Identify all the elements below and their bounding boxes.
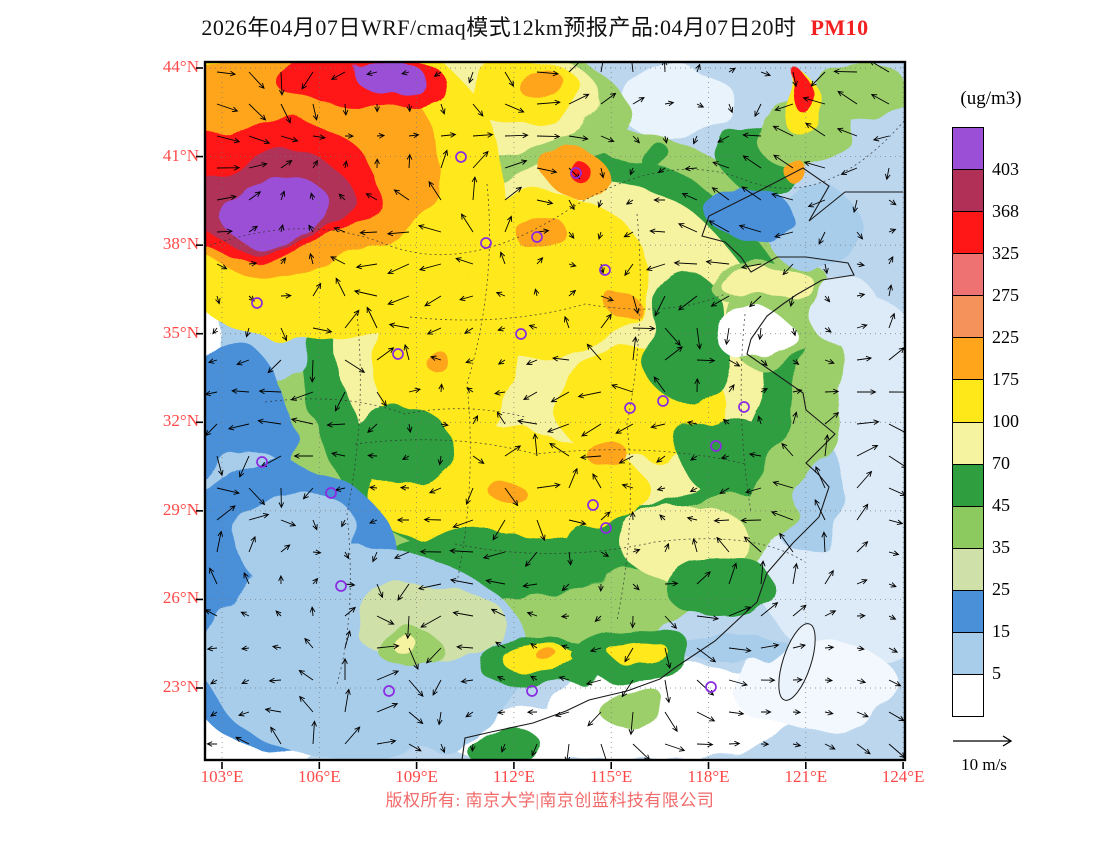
- station-marker: [705, 681, 717, 693]
- colorbar-level-label: 225: [992, 327, 1019, 347]
- colorbar-cell: [953, 128, 983, 170]
- station-marker: [383, 685, 395, 697]
- station-marker: [657, 395, 669, 407]
- lon-tick-label: 112°E: [492, 767, 535, 786]
- lat-tick-label: 26°N: [162, 588, 199, 608]
- lon-tick-label: 106°E: [297, 767, 341, 786]
- station-marker: [480, 237, 492, 249]
- station-marker: [624, 402, 636, 414]
- station-marker: [531, 231, 543, 243]
- station-marker: [455, 151, 467, 163]
- lat-tick-label: 35°N: [162, 322, 199, 342]
- colorbar-cell: [953, 337, 983, 380]
- lon-tick-label: 118°E: [687, 767, 730, 786]
- axis-ticks: [196, 67, 904, 769]
- station-marker: [570, 167, 582, 179]
- lat-tick-label: 38°N: [162, 234, 199, 254]
- title-main: 2026年04月07日WRF/cmaq模式12km预报产品:04月07日20时: [201, 15, 797, 40]
- lat-tick-label: 41°N: [162, 145, 199, 165]
- colorbar-cell: [953, 421, 983, 464]
- station-marker: [600, 522, 612, 534]
- colorbar-cell: [953, 674, 983, 717]
- map-panel: [196, 60, 907, 769]
- lon-tick-label: 115°E: [590, 767, 633, 786]
- colorbar-level-label: 403: [992, 159, 1019, 179]
- colorbar-level-label: 275: [992, 285, 1019, 305]
- colorbar-cells: [953, 128, 983, 717]
- station-marker: [587, 499, 599, 511]
- lat-tick-label: 29°N: [162, 499, 199, 519]
- lon-tick-label: 124°E: [881, 767, 925, 786]
- colorbar-level-label: 5: [992, 663, 1001, 683]
- coastline: [461, 167, 903, 760]
- colorbar-cell: [953, 211, 983, 254]
- colorbar-level-label: 175: [992, 369, 1019, 389]
- lat-tick-label: 44°N: [162, 57, 199, 76]
- province-boundaries: [205, 119, 905, 685]
- wind-scale-arrow-icon: [953, 735, 1013, 747]
- colorbar-cell: [953, 295, 983, 338]
- pm10-concentration-map: [196, 60, 907, 769]
- colorbar-cell: [953, 547, 983, 590]
- title-pollutant: PM10: [810, 15, 869, 40]
- colorbar-cell: [953, 169, 983, 212]
- map-border: [203, 60, 907, 762]
- station-marker: [335, 580, 347, 592]
- colorbar-level-label: 368: [992, 201, 1019, 221]
- station-marker: [599, 264, 611, 276]
- copyright-footer: 版权所有: 南京大学|南京创蓝科技有限公司: [385, 791, 715, 810]
- station-marker: [251, 297, 263, 309]
- colorbar-level-label: 100: [992, 411, 1019, 431]
- colorbar-cell: [953, 589, 983, 632]
- colorbar-level-label: 15: [992, 621, 1010, 641]
- lon-tick-label: 121°E: [784, 767, 828, 786]
- lon-tick-label: 109°E: [395, 767, 438, 786]
- lon-tick-label: 103°E: [200, 767, 244, 786]
- station-marker: [738, 401, 750, 413]
- page-title: 2026年04月07日WRF/cmaq模式12km预报产品:04月07日20时 P…: [0, 10, 1070, 42]
- colorbar-level-label: 70: [992, 453, 1010, 473]
- colorbar-cell: [953, 631, 983, 675]
- station-marker: [256, 456, 268, 468]
- wind-vectors: [205, 62, 905, 760]
- colorbar-cell: [953, 253, 983, 296]
- colorbar-level-label: 25: [992, 579, 1010, 599]
- wind-scale-label: 10 m/s: [961, 755, 1007, 774]
- taiwan-island: [778, 623, 816, 701]
- lat-tick-label: 23°N: [162, 676, 199, 696]
- colorbar-level-label: 325: [992, 243, 1019, 263]
- colorbar-cell: [953, 463, 983, 506]
- wind-scale-legend: 10 m/s: [938, 733, 1030, 775]
- lat-tick-label: 32°N: [162, 411, 199, 431]
- colorbar-unit: (ug/m3): [960, 88, 1022, 109]
- colorbar: [952, 127, 984, 717]
- colorbar-level-label: 35: [992, 537, 1010, 557]
- graticule-lines: [205, 62, 905, 760]
- colorbar-cell: [953, 505, 983, 548]
- station-marker: [392, 348, 404, 360]
- colorbar-cell: [953, 379, 983, 422]
- colorbar-labels: 403 368 325 275 225 175 100 70 45 35 25 15 5: [992, 127, 1044, 715]
- colorbar-level-label: 45: [992, 495, 1010, 515]
- station-marker: [710, 440, 722, 452]
- station-marker: [526, 685, 538, 697]
- city-station-markers: [251, 151, 750, 697]
- station-marker: [515, 328, 527, 340]
- station-marker: [325, 487, 337, 499]
